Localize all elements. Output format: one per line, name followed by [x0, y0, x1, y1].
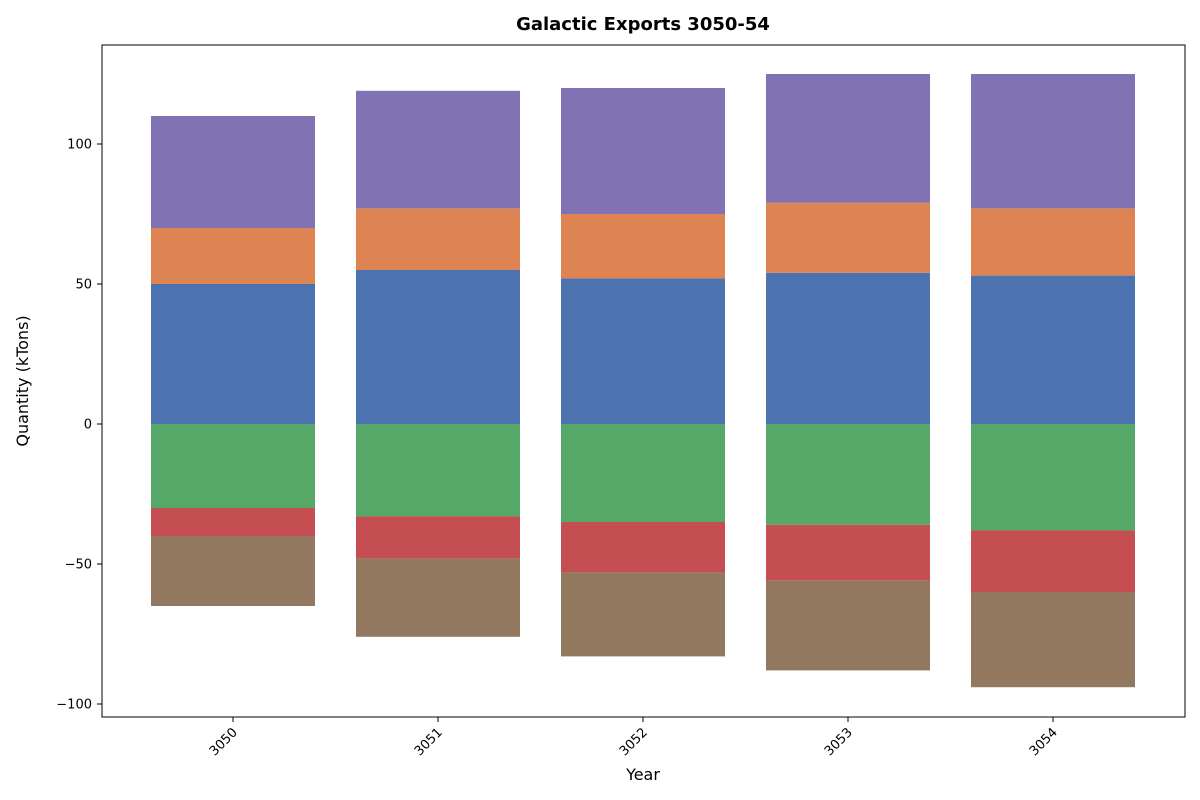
- bars-group: [151, 74, 1135, 688]
- x-axis-label: Year: [625, 765, 660, 784]
- bar-segment-pos2-3051: [356, 208, 520, 270]
- bar-segment-neg3-3053: [766, 580, 930, 671]
- y-axis: −100 −50 0 50 100: [56, 138, 102, 713]
- y-tick-label: −100: [56, 698, 92, 713]
- bar-segment-neg1-3053: [766, 424, 930, 525]
- bar-segment-neg2-3050: [151, 508, 315, 536]
- bar-segment-neg3-3050: [151, 536, 315, 606]
- bar-segment-pos1-3050: [151, 284, 315, 424]
- bar-segment-neg1-3051: [356, 424, 520, 517]
- bar-segment-neg1-3050: [151, 424, 315, 508]
- bar-segment-pos2-3054: [971, 208, 1135, 276]
- bar-segment-neg3-3051: [356, 558, 520, 637]
- y-tick-label: −50: [65, 558, 92, 573]
- bar-segment-neg1-3054: [971, 424, 1135, 531]
- bar-segment-neg2-3054: [971, 530, 1135, 592]
- y-axis-label: Quantity (kTons): [13, 315, 32, 446]
- bar-segment-neg2-3051: [356, 516, 520, 559]
- bar-segment-pos1-3053: [766, 272, 930, 424]
- chart-title: Galactic Exports 3050-54: [516, 14, 770, 35]
- bar-segment-neg2-3053: [766, 524, 930, 581]
- bar-segment-pos3-3051: [356, 90, 520, 209]
- bar-segment-pos3-3052: [561, 88, 725, 214]
- bar-segment-pos1-3052: [561, 278, 725, 424]
- bar-segment-pos2-3052: [561, 214, 725, 279]
- bar-segment-pos1-3054: [971, 275, 1135, 424]
- bar-segment-pos3-3054: [971, 74, 1135, 209]
- y-tick-label: 50: [75, 278, 92, 293]
- bar-segment-pos1-3051: [356, 270, 520, 424]
- bar-segment-pos2-3053: [766, 202, 930, 273]
- bar-segment-neg3-3054: [971, 592, 1135, 688]
- y-tick-label: 0: [84, 418, 92, 433]
- bar-segment-neg3-3052: [561, 572, 725, 657]
- bar-segment-neg2-3052: [561, 522, 725, 573]
- bar-segment-pos3-3053: [766, 74, 930, 203]
- bar-segment-pos3-3050: [151, 116, 315, 228]
- bar-segment-pos2-3050: [151, 228, 315, 284]
- y-tick-label: 100: [67, 138, 92, 153]
- bar-segment-neg1-3052: [561, 424, 725, 522]
